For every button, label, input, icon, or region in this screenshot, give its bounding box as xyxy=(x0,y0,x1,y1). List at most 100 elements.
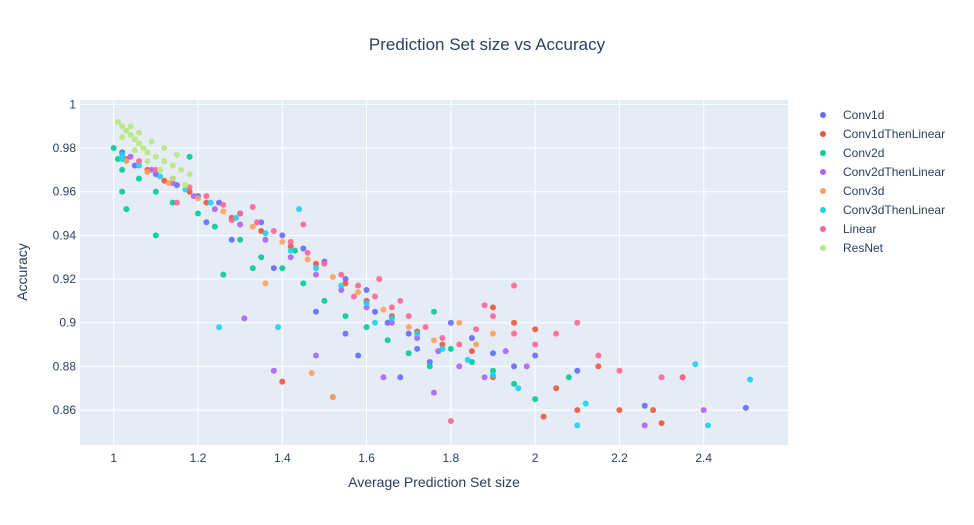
data-point[interactable] xyxy=(422,324,429,331)
data-point[interactable] xyxy=(431,337,437,344)
data-point[interactable] xyxy=(704,422,711,429)
data-point[interactable] xyxy=(431,308,437,315)
legend-item-conv3dthenlinear[interactable]: Conv3dThenLinear xyxy=(820,203,945,217)
data-point[interactable] xyxy=(262,280,269,287)
data-point[interactable] xyxy=(431,389,437,396)
data-point[interactable] xyxy=(439,341,446,348)
data-point[interactable] xyxy=(380,306,387,313)
data-point[interactable] xyxy=(363,286,370,293)
data-point[interactable] xyxy=(329,273,336,280)
data-point[interactable] xyxy=(140,145,147,152)
data-point[interactable] xyxy=(456,319,463,326)
data-point[interactable] xyxy=(123,206,130,213)
data-point[interactable] xyxy=(747,376,754,383)
data-point[interactable] xyxy=(658,420,665,427)
data-point[interactable] xyxy=(152,232,159,239)
data-point[interactable] xyxy=(574,422,581,429)
data-point[interactable] xyxy=(148,138,155,145)
data-point[interactable] xyxy=(300,280,307,287)
data-point[interactable] xyxy=(515,385,522,392)
data-point[interactable] xyxy=(296,206,303,213)
data-point[interactable] xyxy=(110,145,117,152)
data-point[interactable] xyxy=(650,407,657,414)
data-point[interactable] xyxy=(574,319,581,326)
data-point[interactable] xyxy=(144,149,151,156)
data-point[interactable] xyxy=(279,232,286,239)
data-point[interactable] xyxy=(279,238,286,245)
data-point[interactable] xyxy=(363,324,370,331)
data-point[interactable] xyxy=(313,260,319,267)
data-point[interactable] xyxy=(119,155,126,162)
data-point[interactable] xyxy=(481,374,488,381)
data-point[interactable] xyxy=(426,359,433,366)
data-point[interactable] xyxy=(372,308,378,315)
data-point[interactable] xyxy=(127,123,134,130)
data-point[interactable] xyxy=(220,271,227,278)
data-point[interactable] xyxy=(511,319,518,326)
data-point[interactable] xyxy=(464,356,471,363)
data-point[interactable] xyxy=(182,182,189,189)
legend-item-conv2d[interactable]: Conv2d xyxy=(820,146,884,160)
data-point[interactable] xyxy=(152,166,159,173)
data-point[interactable] xyxy=(641,402,648,409)
data-point[interactable] xyxy=(456,341,463,348)
data-point[interactable] xyxy=(405,330,412,337)
data-point[interactable] xyxy=(127,153,134,160)
data-point[interactable] xyxy=(114,155,121,162)
data-point[interactable] xyxy=(502,348,509,355)
data-point[interactable] xyxy=(532,352,539,359)
data-point[interactable] xyxy=(241,315,248,322)
data-point[interactable] xyxy=(388,319,395,326)
data-point[interactable] xyxy=(658,374,665,381)
data-point[interactable] xyxy=(207,199,214,206)
data-point[interactable] xyxy=(144,169,151,176)
data-point[interactable] xyxy=(195,210,201,217)
data-point[interactable] xyxy=(511,282,518,289)
data-point[interactable] xyxy=(279,378,286,385)
data-point[interactable] xyxy=(372,293,378,300)
data-point[interactable] xyxy=(616,407,623,414)
data-point[interactable] xyxy=(414,335,421,342)
data-point[interactable] xyxy=(397,374,404,381)
data-point[interactable] xyxy=(287,247,294,254)
data-point[interactable] xyxy=(304,249,311,256)
data-point[interactable] xyxy=(565,374,572,381)
data-point[interactable] xyxy=(211,206,218,213)
data-point[interactable] xyxy=(136,140,142,147)
data-point[interactable] xyxy=(173,199,180,206)
data-point[interactable] xyxy=(372,319,378,326)
data-point[interactable] xyxy=(136,158,142,165)
legend-item-resnet[interactable]: ResNet xyxy=(820,241,884,255)
data-point[interactable] xyxy=(355,282,362,289)
data-point[interactable] xyxy=(136,129,142,136)
data-point[interactable] xyxy=(338,282,345,289)
data-point[interactable] xyxy=(490,350,496,357)
data-point[interactable] xyxy=(237,236,244,243)
data-point[interactable] xyxy=(490,330,496,337)
data-point[interactable] xyxy=(473,341,480,348)
data-point[interactable] xyxy=(144,158,151,165)
data-point[interactable] xyxy=(363,304,370,311)
data-point[interactable] xyxy=(388,304,395,311)
data-point[interactable] xyxy=(228,217,235,224)
data-point[interactable] xyxy=(616,367,623,374)
data-point[interactable] xyxy=(136,162,142,169)
data-point[interactable] xyxy=(275,324,282,331)
data-point[interactable] xyxy=(287,254,294,261)
data-point[interactable] xyxy=(439,335,446,342)
data-point[interactable] xyxy=(254,219,260,226)
data-point[interactable] xyxy=(119,134,126,141)
data-point[interactable] xyxy=(169,199,176,206)
legend-item-conv1dthenlinear[interactable]: Conv1dThenLinear xyxy=(820,127,945,141)
data-point[interactable] xyxy=(481,302,488,309)
data-point[interactable] xyxy=(211,223,218,230)
data-point[interactable] xyxy=(456,363,463,370)
data-point[interactable] xyxy=(186,171,193,178)
data-point[interactable] xyxy=(127,131,134,138)
legend-item-conv1d[interactable]: Conv1d xyxy=(820,108,884,122)
data-point[interactable] xyxy=(178,166,185,173)
data-point[interactable] xyxy=(511,330,518,337)
data-point[interactable] xyxy=(490,313,496,320)
data-point[interactable] xyxy=(384,319,391,326)
data-point[interactable] xyxy=(203,193,210,200)
